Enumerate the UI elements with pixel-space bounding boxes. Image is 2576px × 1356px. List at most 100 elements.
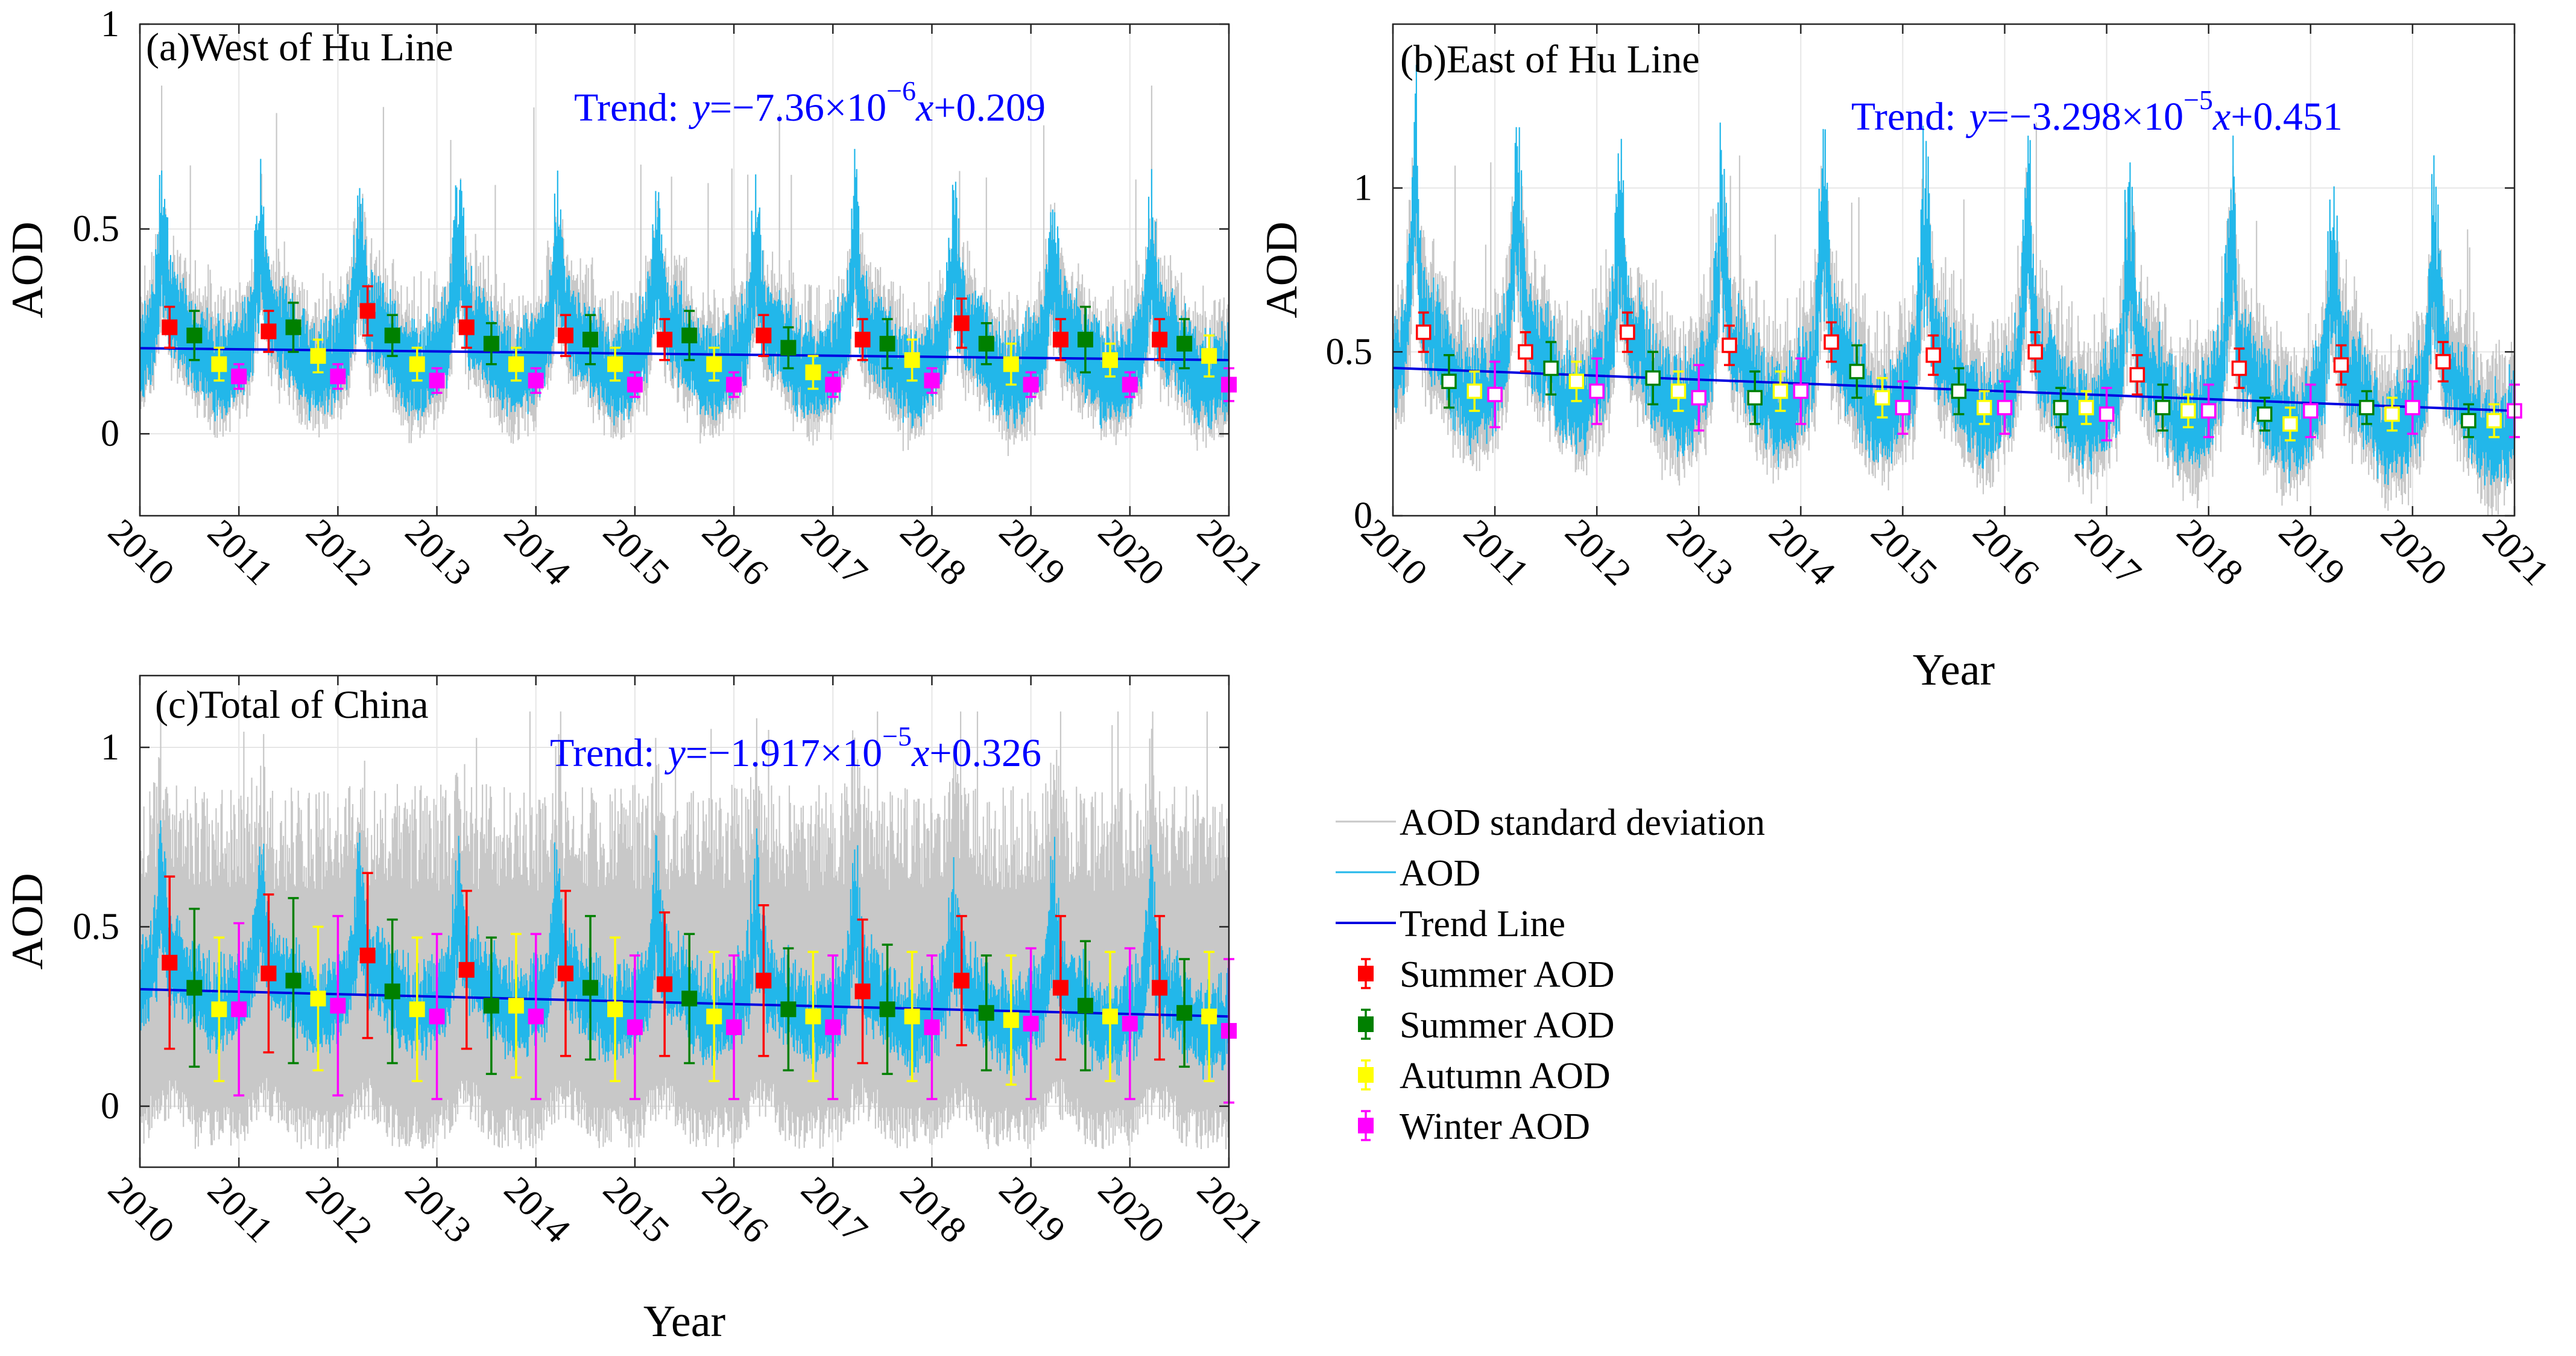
legend-item: AOD standard deviation — [1336, 802, 1765, 843]
data-point — [483, 335, 499, 352]
legend-item: Autumn AOD — [1358, 1056, 1611, 1097]
data-point — [1023, 1016, 1039, 1032]
y-tick-label: 1 — [1354, 168, 1372, 209]
data-point — [231, 1001, 247, 1018]
data-point — [429, 372, 445, 388]
data-point — [186, 980, 203, 996]
data-point — [1997, 399, 2013, 416]
data-point — [1772, 383, 1788, 399]
legend: AOD standard deviation AOD Trend Line Summe… — [1336, 802, 1765, 1147]
data-point — [2405, 399, 2420, 416]
legend-label: Summer AOD — [1400, 1005, 1615, 1046]
data-point — [1052, 980, 1069, 996]
data-point — [528, 1009, 544, 1025]
seasonal-series-summer-0 — [162, 285, 1168, 361]
panel-title: (c)Total of China — [155, 683, 429, 727]
data-point — [285, 319, 301, 335]
data-point — [756, 328, 772, 344]
trend-constant: +0.326 — [929, 731, 1041, 775]
y-tick-label: 0 — [101, 1086, 119, 1127]
data-point — [285, 972, 301, 989]
data-point — [879, 335, 895, 352]
legend-item: Summer AOD — [1358, 1005, 1615, 1046]
data-point — [2079, 399, 2094, 416]
data-point — [330, 998, 346, 1014]
data-point — [384, 328, 400, 344]
data-point — [2303, 403, 2319, 419]
data-point — [2129, 367, 2145, 383]
legend-label: Autumn AOD — [1400, 1056, 1611, 1097]
data-point — [1951, 383, 1967, 399]
data-point — [1003, 1012, 1019, 1028]
trend-constant: +0.451 — [2230, 95, 2343, 139]
data-point — [508, 998, 524, 1014]
legend-label: Trend Line — [1400, 904, 1565, 945]
legend-item: Summer AOD — [1358, 954, 1615, 995]
legend-marker-swatch — [1358, 1118, 1374, 1133]
data-point — [384, 983, 400, 1000]
axes — [139, 23, 1230, 517]
data-point — [978, 1005, 994, 1021]
data-point — [2231, 360, 2247, 376]
legend-label: AOD standard deviation — [1400, 802, 1765, 843]
plot-frame — [1392, 23, 2516, 517]
y-tick-label: 1 — [101, 4, 119, 45]
data-point — [1415, 324, 1432, 340]
data-point — [1620, 324, 1635, 340]
data-point — [557, 965, 573, 981]
data-point — [706, 1009, 722, 1025]
y-tick-label: 0 — [101, 413, 119, 454]
data-point — [2155, 399, 2171, 416]
y-axis-label: AOD — [3, 221, 52, 318]
data-point — [627, 1019, 643, 1035]
data-point — [1152, 331, 1168, 347]
seasonal-series-autumn-2 — [211, 334, 1217, 390]
data-point — [310, 348, 326, 364]
y-tick-label: 0 — [1354, 495, 1372, 536]
data-point — [780, 340, 797, 356]
data-point — [409, 1001, 425, 1018]
data-point — [1543, 360, 1559, 376]
data-point — [1823, 334, 1839, 350]
plot-frame — [139, 674, 1230, 1168]
data-point — [260, 323, 277, 340]
seasonal-series-autumn-2 — [211, 925, 1217, 1086]
legend-item: AOD — [1336, 853, 1480, 894]
data-point — [780, 1001, 797, 1018]
trend-var-y: y — [689, 86, 710, 130]
data-point — [1102, 352, 1118, 368]
trend-label: Trend: — [1851, 95, 1956, 139]
data-point — [825, 1019, 841, 1035]
panel-title: (b)East of Hu Line — [1400, 37, 1700, 81]
x-axis-label: Year — [643, 1297, 725, 1346]
data-point — [1122, 376, 1138, 393]
trend-coefficient: =−1.917×10 — [686, 731, 882, 775]
trend-var-x: x — [2212, 95, 2230, 139]
data-point — [706, 356, 722, 372]
data-point — [2282, 416, 2298, 432]
y-tick-label: 1 — [101, 727, 119, 768]
data-point — [726, 1019, 742, 1035]
data-point — [854, 331, 871, 347]
y-tick-label: 0.5 — [73, 209, 120, 250]
trend-exponent: −5 — [2183, 84, 2213, 115]
data-point — [1589, 383, 1605, 399]
trend-exponent: −5 — [882, 721, 912, 752]
legend-label: Winter AOD — [1400, 1106, 1590, 1147]
data-point — [1023, 376, 1039, 393]
data-point — [557, 328, 573, 344]
seasonal-series-summer-1 — [186, 897, 1193, 1076]
data-point — [657, 976, 673, 992]
data-point — [231, 369, 247, 385]
data-point — [1925, 347, 1941, 363]
data-point — [1874, 390, 1890, 406]
seasonal-series-winter-3 — [1487, 357, 2522, 442]
data-point — [627, 376, 643, 393]
y-axis-label: AOD — [3, 873, 52, 969]
plot-frame — [139, 23, 1230, 517]
data-point — [924, 1019, 940, 1035]
trend-equation: Trend: y=−7.36×10−6x+0.209 — [574, 75, 1046, 130]
data-point — [483, 998, 499, 1014]
